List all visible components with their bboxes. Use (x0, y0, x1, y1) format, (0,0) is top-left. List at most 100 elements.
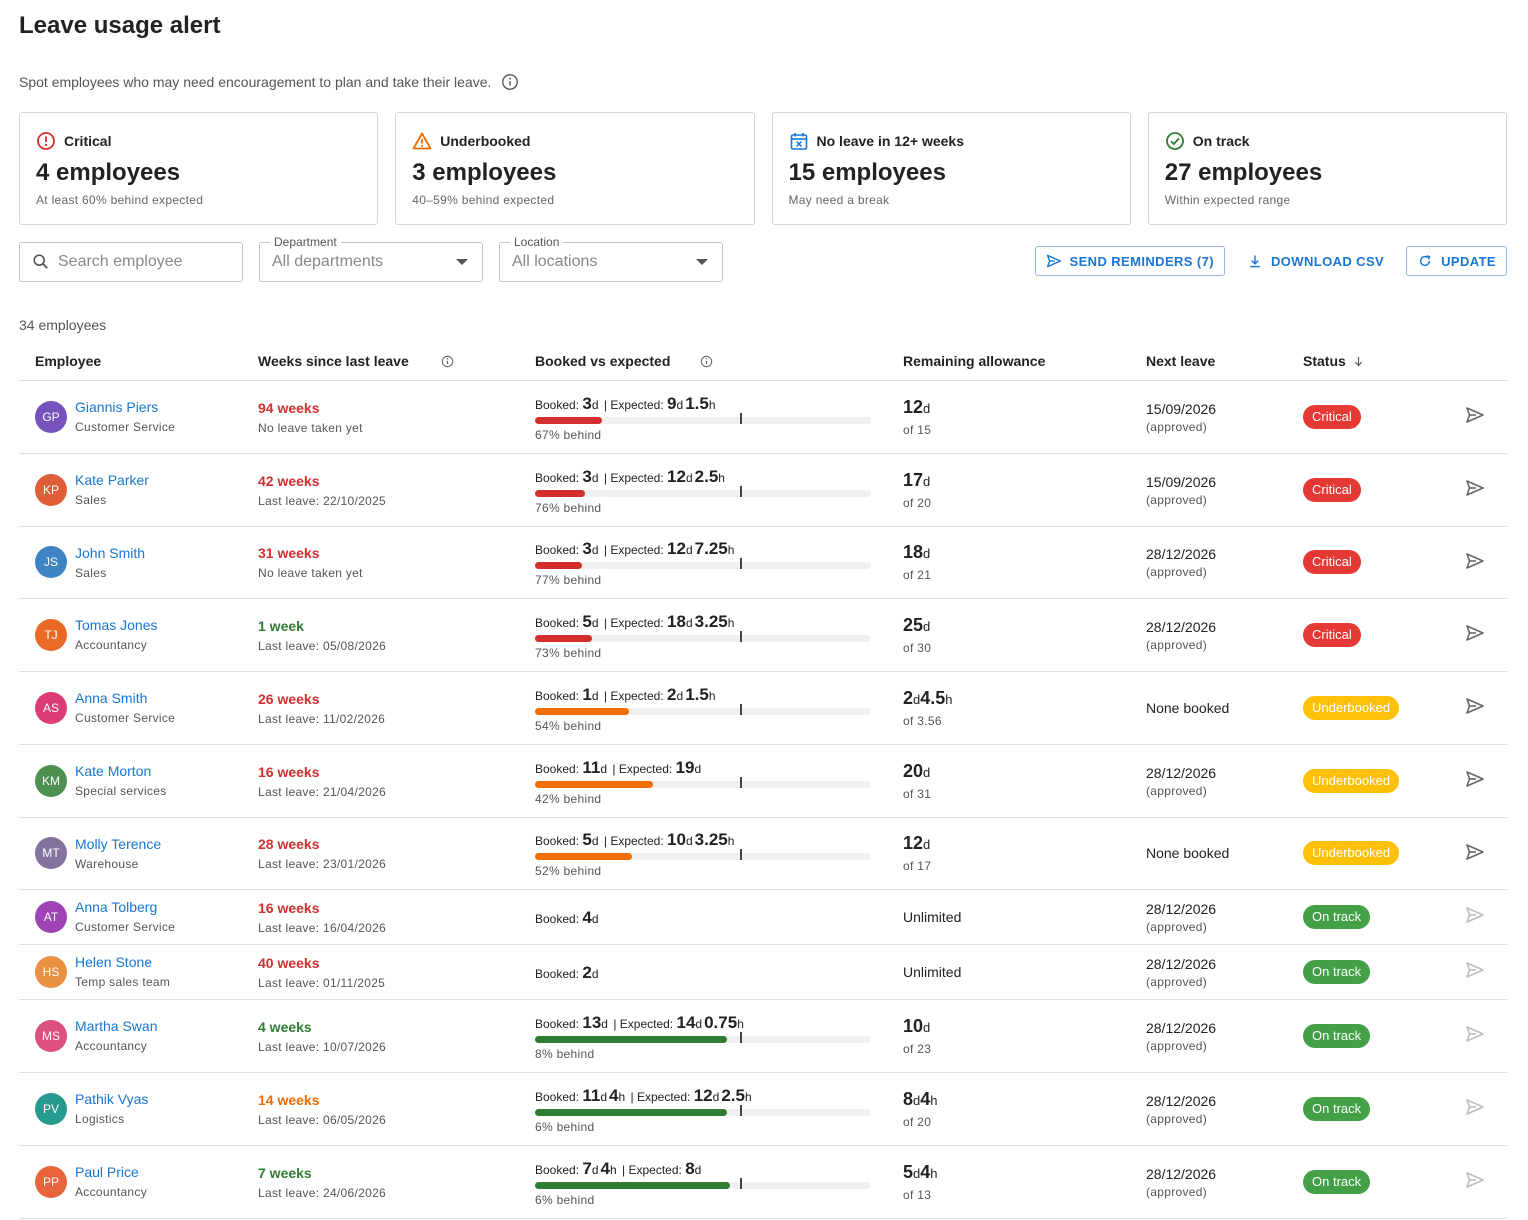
page-subtitle: Spot employees who may need encouragemen… (19, 73, 519, 91)
col-label: Status (1303, 353, 1346, 370)
send-reminder-icon[interactable] (1465, 478, 1485, 498)
employee-name-link[interactable]: Anna Smith (75, 690, 148, 706)
card-critical[interactable]: Critical 4 employees At least 60% behind… (19, 112, 379, 225)
col-weeks[interactable]: Weeks since last leave (258, 343, 535, 381)
value-unit: h (727, 543, 735, 557)
last-leave-text: Last leave: 24/06/2026 (258, 1185, 387, 1200)
table-row[interactable]: PP Paul Price Accountancy 7 weeks Last leave… (19, 1145, 1507, 1219)
value-number: 4 (920, 1088, 931, 1109)
card-no-leave[interactable]: No leave in 12+ weeks 15 employees May n… (771, 112, 1131, 225)
send-reminder-icon[interactable] (1465, 405, 1485, 425)
employee-name-link[interactable]: Pathik Vyas (75, 1091, 149, 1107)
send-reminder-icon[interactable] (1465, 1024, 1485, 1044)
last-leave-text: Last leave: 11/02/2026 (258, 711, 386, 726)
send-reminders-button[interactable]: SEND REMINDERS (7) (1034, 246, 1225, 276)
avatar: PP (35, 1165, 67, 1198)
employee-name-link[interactable]: Kate Parker (75, 472, 149, 488)
col-employee[interactable]: Employee (19, 343, 258, 381)
table-row[interactable]: MS Martha Swan Accountancy 4 weeks Last leav… (19, 999, 1507, 1073)
table-row[interactable]: HS Helen Stone Temp sales team 40 weeks Last… (19, 944, 1507, 1000)
employee-name-link[interactable]: John Smith (75, 544, 146, 561)
col-label: Employee (35, 353, 102, 370)
department-select[interactable]: Department All departments (259, 235, 483, 282)
card-label: Critical (64, 133, 112, 149)
employee-name-link[interactable]: Tomas Jones (75, 617, 158, 633)
info-icon[interactable] (700, 355, 713, 368)
expected-label: | Expected: (618, 1162, 686, 1177)
next-leave-cell: 28/12/2026 (approved) (1146, 744, 1303, 818)
table-row[interactable]: KM Kate Morton Special services 16 weeks Las… (19, 744, 1507, 818)
value-unit: h (727, 834, 735, 848)
action-cell (1443, 999, 1507, 1073)
send-reminder-icon[interactable] (1465, 960, 1485, 980)
table-row[interactable]: AS Anna Smith Customer Service 26 weeks Last… (19, 671, 1507, 745)
send-reminder-icon[interactable] (1465, 551, 1485, 571)
employee-name-link[interactable]: Molly Terence (75, 835, 162, 852)
next-leave-status: (approved) (1146, 637, 1208, 652)
booked-cell: Booked: 13 d | Expected: 14 d 0.75 h 8% behin… (535, 999, 903, 1073)
table-row[interactable]: AT Anna Tolberg Customer Service 16 weeks La… (19, 889, 1507, 945)
send-reminder-icon[interactable] (1465, 842, 1485, 862)
value-unit: d (923, 546, 931, 561)
card-value: 15 employees (788, 159, 946, 186)
sort-arrow-down-icon[interactable] (1352, 355, 1365, 368)
status-badge: Underbooked (1303, 841, 1400, 865)
col-status[interactable]: Status (1303, 343, 1443, 381)
remaining-value: 25d (903, 615, 1146, 637)
card-on-track[interactable]: On track 27 employees Within expected ra… (1147, 112, 1507, 225)
action-cell (1443, 1145, 1507, 1219)
table-row[interactable]: KP Kate Parker Sales 42 weeks Last leave: 22… (19, 453, 1507, 527)
value-unit: d (695, 1016, 703, 1031)
send-reminder-icon[interactable] (1465, 623, 1485, 643)
value-number: 1.5 (685, 684, 709, 704)
last-leave-text: Last leave: 06/05/2026 (258, 1112, 387, 1127)
avatar: GP (35, 400, 67, 433)
info-icon[interactable] (501, 73, 519, 91)
col-remaining[interactable]: Remaining allowance (903, 343, 1146, 381)
status-cell: Underbooked (1303, 744, 1443, 818)
employee-name-link[interactable]: Helen Stone (75, 954, 153, 970)
col-next-leave[interactable]: Next leave (1146, 343, 1303, 381)
update-label: UPDATE (1441, 253, 1496, 269)
search-input[interactable]: Search employee (19, 242, 243, 282)
employee-name-link[interactable]: Paul Price (75, 1164, 139, 1180)
value-unit: h (945, 691, 953, 707)
employee-name-link[interactable]: Kate Morton (75, 763, 152, 779)
send-reminder-icon[interactable] (1465, 696, 1485, 716)
behind-text: 6% behind (535, 1119, 595, 1134)
table-row[interactable]: PV Pathik Vyas Logistics 14 weeks Last leave… (19, 1072, 1507, 1146)
booked-label: Booked: (535, 470, 583, 485)
remaining-value: Unlimited (903, 908, 962, 925)
info-icon[interactable] (441, 355, 454, 368)
employee-name-link[interactable]: Anna Tolberg (75, 899, 158, 915)
col-booked[interactable]: Booked vs expected (535, 343, 903, 381)
col-label: Next leave (1146, 353, 1216, 370)
table-row[interactable]: JS John Smith Sales 31 weeks No leave taken … (19, 526, 1507, 599)
employee-name-link[interactable]: Martha Swan (75, 1018, 158, 1034)
action-cell (1443, 889, 1507, 945)
card-value: 3 employees (412, 159, 557, 186)
employee-department: Warehouse (75, 856, 139, 871)
download-csv-button[interactable]: DOWNLOAD CSV (1236, 246, 1395, 276)
weeks-since-leave: 16 weeks (258, 763, 320, 780)
table-row[interactable]: MT Molly Terence Warehouse 28 weeks Last lea… (19, 817, 1507, 890)
send-reminder-icon[interactable] (1465, 905, 1485, 925)
location-select[interactable]: Location All locations (499, 235, 723, 282)
progress-fill (535, 489, 586, 497)
value-unit: d (601, 1016, 608, 1031)
send-reminder-icon[interactable] (1465, 1170, 1485, 1190)
progress-fill (535, 1035, 727, 1043)
update-button[interactable]: UPDATE (1406, 246, 1507, 276)
department-label: Department (270, 235, 341, 249)
send-reminder-icon[interactable] (1465, 1097, 1485, 1117)
value-unit: h (744, 1089, 752, 1104)
table-row[interactable]: TJ Tomas Jones Accountancy 1 week Last leave… (19, 598, 1507, 672)
employee-count: 34 employees (19, 317, 107, 333)
table-row[interactable]: GP Giannis Piers Customer Service 94 weeks N… (19, 380, 1507, 454)
card-underbooked[interactable]: Underbooked 3 employees 40–59% behind ex… (395, 112, 755, 225)
remaining-of: of 13 (903, 1187, 932, 1202)
send-reminder-icon[interactable] (1465, 769, 1485, 789)
remaining-cell: 18d of 21 (903, 526, 1146, 599)
employee-name-link[interactable]: Giannis Piers (75, 399, 159, 415)
